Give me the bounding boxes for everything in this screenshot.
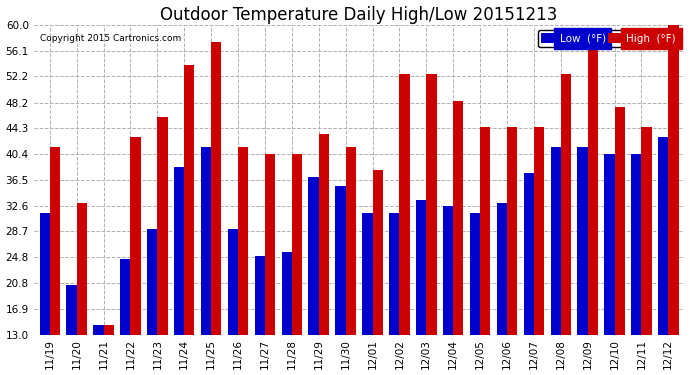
Bar (416, 200, 426, 334)
Bar (578, 147, 588, 334)
Bar (497, 203, 507, 334)
Bar (147, 229, 157, 334)
Bar (443, 206, 453, 334)
Bar (588, 42, 598, 334)
Bar (157, 117, 168, 334)
Bar (265, 153, 275, 334)
Legend: Low  (°F), High  (°F): Low (°F), High (°F) (538, 30, 679, 47)
Bar (77, 203, 87, 334)
Bar (238, 147, 248, 334)
Bar (389, 213, 400, 334)
Bar (282, 252, 292, 334)
Bar (400, 75, 410, 334)
Bar (524, 173, 534, 334)
Bar (426, 75, 437, 334)
Bar (373, 170, 383, 334)
Bar (631, 153, 642, 334)
Bar (93, 325, 104, 334)
Bar (120, 259, 130, 334)
Bar (319, 134, 329, 334)
Text: Copyright 2015 Cartronics.com: Copyright 2015 Cartronics.com (40, 34, 181, 44)
Bar (228, 229, 238, 334)
Bar (39, 213, 50, 334)
Bar (561, 75, 571, 334)
Bar (658, 137, 669, 334)
Bar (534, 127, 544, 334)
Bar (551, 147, 561, 334)
Bar (255, 256, 265, 334)
Bar (66, 285, 77, 334)
Bar (470, 213, 480, 334)
Bar (211, 42, 221, 334)
Bar (130, 137, 141, 334)
Bar (615, 107, 624, 334)
Bar (174, 166, 184, 334)
Bar (507, 127, 518, 334)
Bar (184, 64, 195, 334)
Bar (308, 177, 319, 334)
Bar (201, 147, 211, 334)
Bar (642, 127, 651, 334)
Title: Outdoor Temperature Daily High/Low 20151213: Outdoor Temperature Daily High/Low 20151… (160, 6, 558, 24)
Bar (104, 325, 114, 334)
Bar (480, 127, 491, 334)
Bar (669, 25, 678, 334)
Bar (362, 213, 373, 334)
Bar (604, 153, 615, 334)
Bar (292, 153, 302, 334)
Bar (453, 101, 464, 334)
Bar (335, 186, 346, 334)
Bar (346, 147, 356, 334)
Bar (50, 147, 60, 334)
